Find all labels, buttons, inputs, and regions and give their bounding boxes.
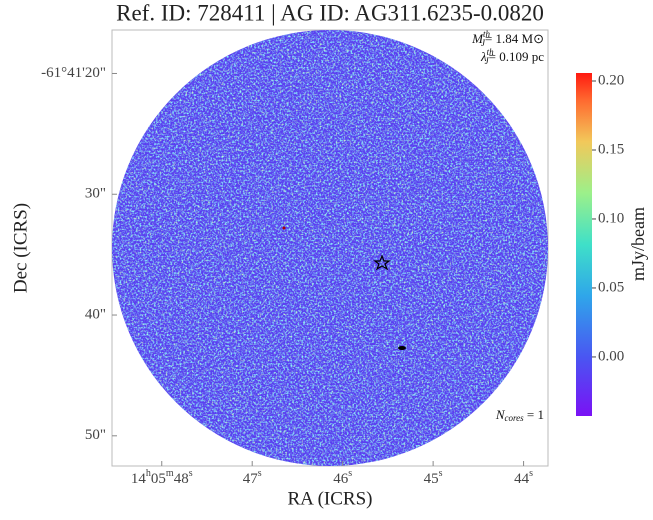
colorbar-tick-label: 0.10 [598,210,624,226]
annotation-text: = 0.109 pc [489,49,545,64]
annotation-sup: th [483,29,491,39]
y-tick-label: 40" [85,306,106,322]
y-tick-label: 50" [85,427,106,443]
colorbar-tick-label: 0.15 [598,141,624,157]
annotation-text: = 1.84 M⊙ [485,31,544,46]
y-tick-label: 30" [85,186,106,202]
colorbar-tick-label: 0.20 [598,72,624,88]
annotation-text: = 1 [524,407,544,422]
y-tick-label: -61°41'20" [41,65,106,81]
spot [282,226,286,230]
annotation-sup: th [487,47,495,57]
colorbar-tick-label: 0.05 [598,279,624,295]
annotation: Mth J= 1.84 M⊙ [471,29,544,48]
x-tick-label: 14h05m48s [131,468,193,487]
x-tick-label: 47s [243,468,262,487]
source-marker [373,254,391,271]
spot [398,346,406,350]
colorbar-label: mJy/beam [628,207,648,281]
annotation-sub: J [481,38,486,48]
annotation-symbol: λ [480,49,487,64]
x-tick-label: 46s [333,468,352,487]
x-tick-label: 44s [514,468,533,487]
chart-title: Ref. ID: 728411 | AG ID: AG311.6235-0.08… [116,0,544,25]
annotation-symbol: M [471,31,484,46]
x-tick-label: 45s [424,468,443,487]
annotation-symbol: N [495,407,506,422]
colorbar [576,73,592,416]
y-axis-label: Dec (ICRS) [10,203,31,293]
x-axis-label: RA (ICRS) [288,488,373,509]
annotation: λth J= 0.109 pc [480,47,544,66]
annotation-sub: cores [504,413,524,423]
annotation-sub: J [485,56,490,66]
colorbar-tick-label: 0.00 [598,348,624,364]
image [112,30,548,466]
annotation: Ncores = 1 [495,407,544,423]
